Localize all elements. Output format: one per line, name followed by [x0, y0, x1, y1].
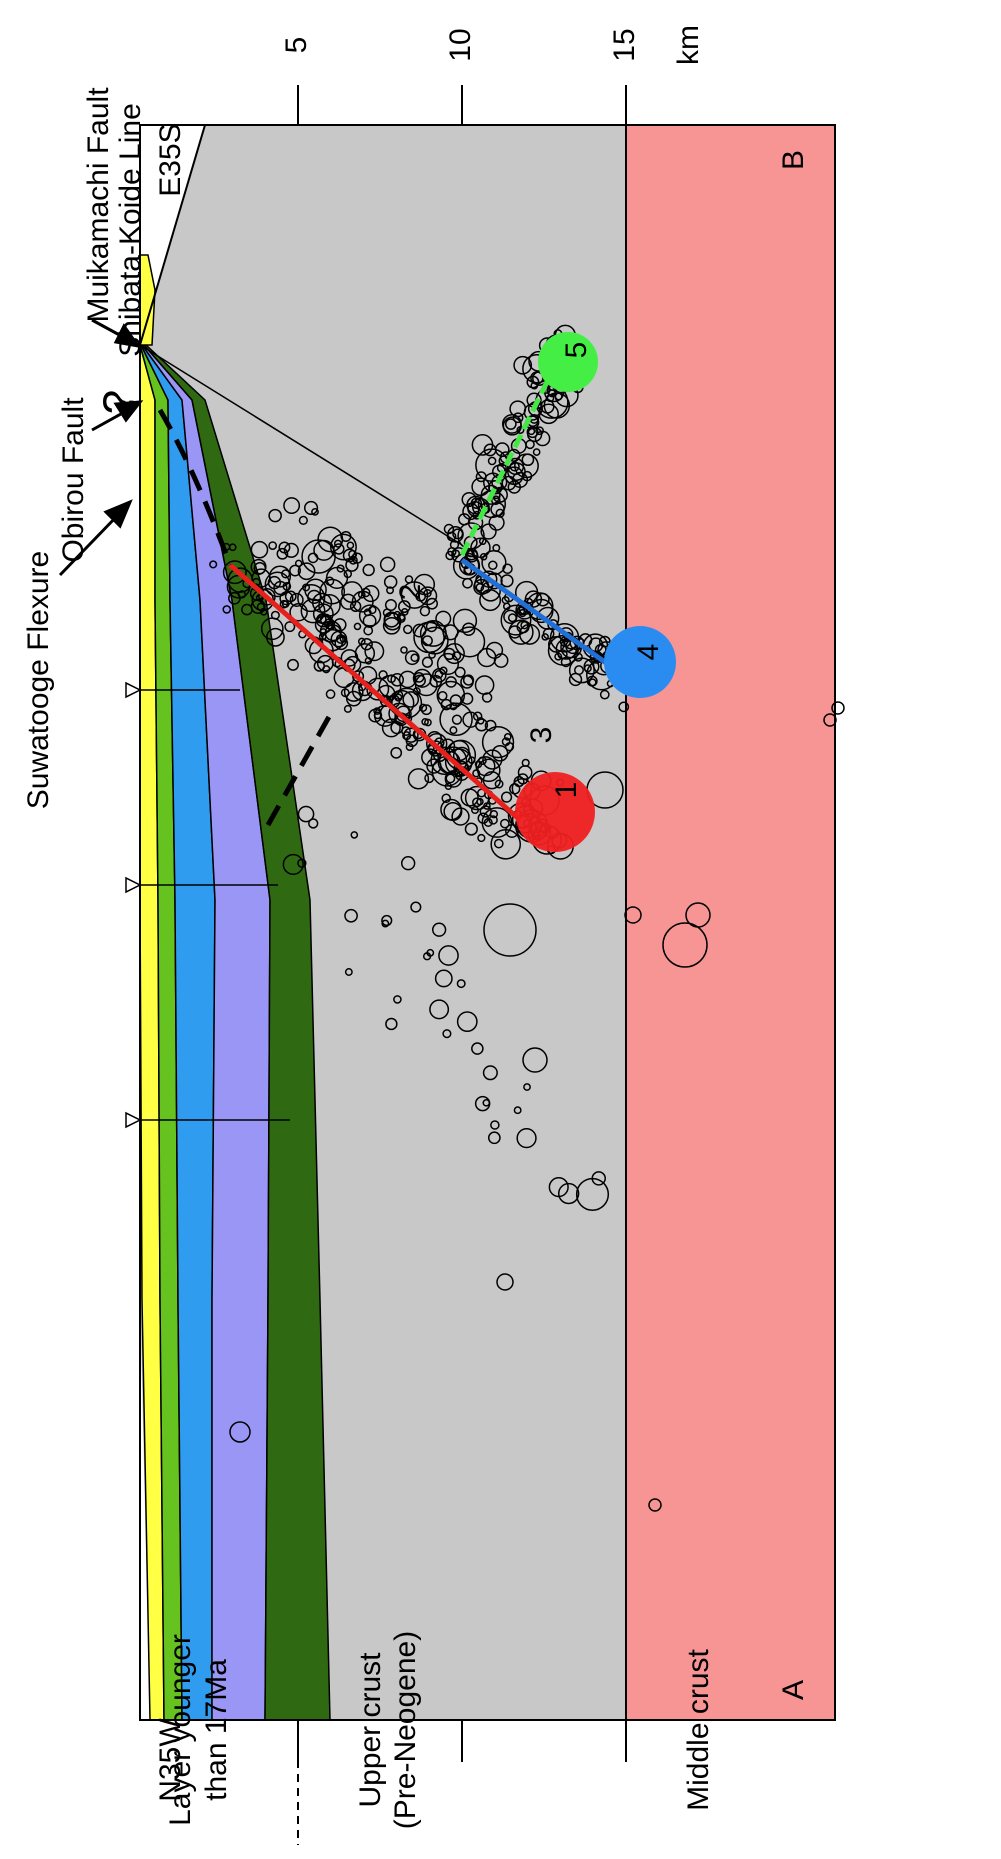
middle-crust: [626, 125, 835, 1720]
uncertain-mark: ?: [95, 390, 144, 414]
layer-label: Layer younger: [164, 1634, 197, 1826]
point-label: B: [777, 150, 810, 170]
layer-label: than 17Ma: [200, 1659, 233, 1801]
page: {"depth_axis": {"ticks": [5, 10, 15], "u…: [0, 0, 1001, 1854]
event-label: 1: [550, 782, 583, 799]
layer-label: Middle crust: [682, 1648, 715, 1810]
cross-section: 51015 Suwatooge Flexure Obirou Fault ? M…: [0, 0, 1001, 1854]
tick-label: 10: [444, 28, 477, 61]
fault-label: Suwatooge Flexure: [22, 551, 55, 810]
end-label: E35S: [154, 123, 187, 196]
point-label: A: [777, 1680, 810, 1700]
fault-label: Shibata-Koide Line: [114, 103, 147, 357]
fault-label: Obirou Fault: [57, 397, 90, 563]
event-5: [538, 332, 598, 392]
event-label: 3: [525, 727, 558, 744]
tick-label: 15: [608, 28, 641, 61]
event-label: 4: [632, 644, 665, 661]
layer-label: Upper crust: [354, 1652, 387, 1808]
fault-label: Muikamachi Fault: [82, 87, 115, 323]
event-label: 5: [560, 342, 593, 359]
event-4: [604, 626, 676, 698]
layer-label: (Pre-Neogene): [389, 1631, 422, 1829]
tick-label: 5: [280, 37, 313, 54]
unit-label: km: [672, 25, 705, 65]
event-label: 2: [394, 584, 427, 601]
